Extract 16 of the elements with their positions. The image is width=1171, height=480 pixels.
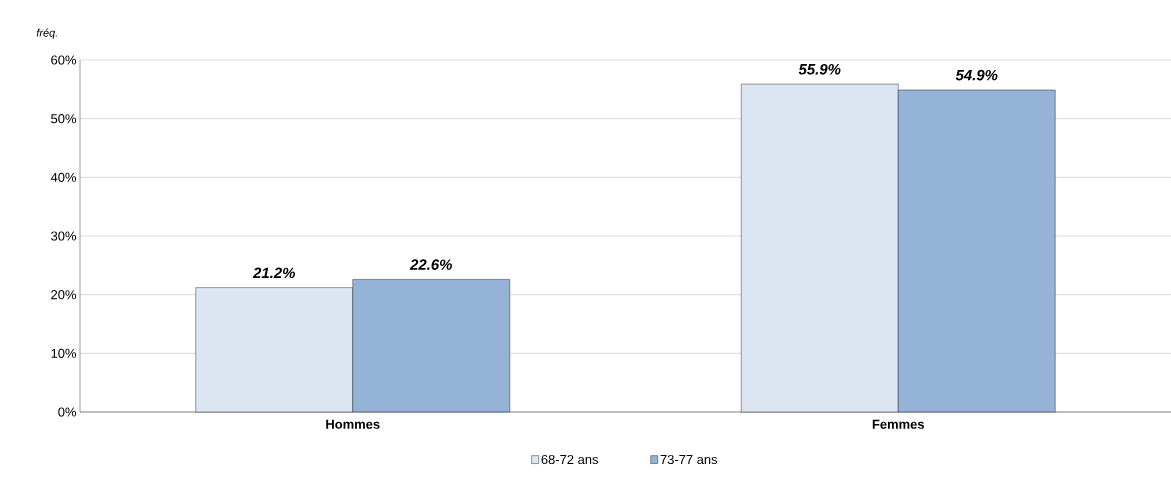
x-tick-label: Hommes xyxy=(326,419,380,429)
data-label: 22.6% xyxy=(409,259,452,270)
y-axis-title: fréq. xyxy=(36,28,57,39)
y-tick-label: 60% xyxy=(51,55,77,65)
legend-label: 68-72 ans xyxy=(541,454,599,465)
legend-label: 73-77 ans xyxy=(660,454,718,465)
y-tick-label: 0% xyxy=(58,407,77,417)
y-tick-label: 50% xyxy=(51,114,77,124)
data-label: 54.9% xyxy=(955,69,998,81)
y-tick-label: 40% xyxy=(50,172,77,182)
y-tick-label: 30% xyxy=(51,231,77,241)
y-tick-label: 20% xyxy=(51,290,77,300)
x-tick-label: Femmes xyxy=(872,419,924,429)
data-label: 21.2% xyxy=(252,267,295,279)
y-tick-label: 10% xyxy=(51,348,77,358)
data-label: 55.9% xyxy=(798,63,841,75)
